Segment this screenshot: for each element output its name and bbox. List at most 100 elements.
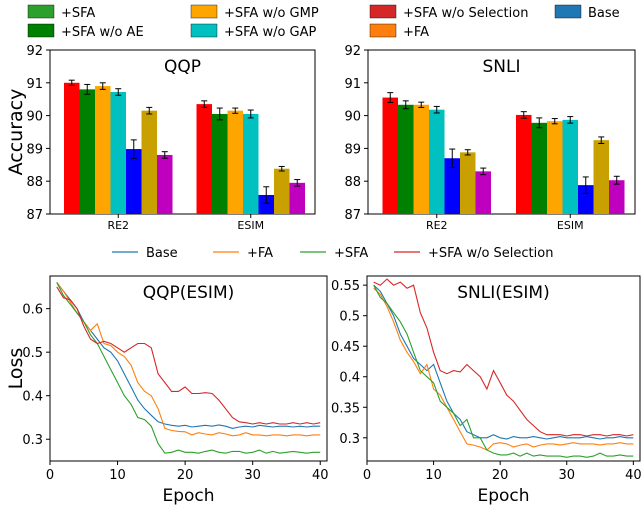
bar [157,154,173,214]
bar [562,119,578,214]
legend-label: +SFA [61,6,95,21]
x-tick-label: RE2 [107,219,129,232]
bar [79,89,95,214]
bar [95,86,111,214]
y-tick-label: 89 [26,142,43,157]
y-tick-label: 0.55 [331,279,360,294]
series-line [373,284,634,458]
plot-frame [366,275,641,462]
y-tick-label: 0.5 [22,346,43,361]
chart-title: QQP(ESIM) [143,283,235,303]
y-tick-label: 87 [344,208,361,223]
legend-label: +FA [403,25,429,40]
y-axis-label: Accuracy [5,89,27,176]
plot-frame [49,49,316,215]
bar [258,194,274,214]
bar [289,182,305,214]
bar [413,104,429,214]
bar [274,168,290,214]
legend-label: Base [588,6,620,21]
bar [429,109,445,214]
plot-frame [367,49,636,215]
chart-title: SNLI(ESIM) [457,283,549,303]
x-tick-label: 30 [558,468,575,483]
bar [141,110,157,214]
legend-swatch [190,23,218,38]
plot-frame [49,275,328,462]
bar [64,82,80,214]
x-tick-label: 20 [177,468,194,483]
bar [609,180,625,214]
y-tick-label: 0.35 [331,401,360,416]
legend-label: +SFA w/o GMP [224,6,319,21]
series-line [56,286,321,425]
y-tick-label: 87 [26,208,43,223]
series-line [56,282,321,429]
y-tick-label: 0.3 [339,432,360,447]
series-line [373,278,634,437]
bar [212,113,228,214]
x-tick-label: RE2 [426,219,448,232]
legend-label: +FA [247,246,273,261]
bar [531,122,547,214]
legend-label: +SFA w/o Selection [428,246,553,261]
bar [578,185,594,214]
y-tick-label: 0.4 [22,390,43,405]
bar [126,149,142,214]
y-tick-label: 88 [344,175,361,190]
y-tick-label: 0.3 [22,433,43,448]
bar [398,104,414,214]
legend-swatch [554,4,582,19]
bar [444,158,460,214]
legend-label: Base [146,246,178,261]
x-tick-label: ESIM [557,219,584,232]
bar [475,171,491,214]
series-line [373,284,634,440]
x-axis-label: Epoch [477,486,529,506]
x-axis-label: Epoch [162,486,214,506]
chart-title: SNLI [483,57,521,77]
series-line [56,282,321,454]
y-tick-label: 91 [26,77,43,92]
x-tick-label: 20 [492,468,509,483]
legend-swatch [27,4,55,19]
x-tick-label: ESIM [237,219,264,232]
y-tick-label: 0.4 [339,371,360,386]
legend-label: +SFA w/o AE [61,25,144,40]
y-axis-label: Loss [5,348,27,390]
x-tick-label: 0 [363,468,371,483]
y-tick-label: 88 [26,175,43,190]
bar [547,121,563,214]
x-tick-label: 30 [244,468,261,483]
legend-swatch [190,4,218,19]
chart-title: QQP [164,57,201,77]
bar [196,104,212,214]
y-tick-label: 90 [26,110,43,125]
series-line [56,282,321,437]
legend-swatch [369,23,397,38]
bar [227,110,243,214]
x-tick-label: 10 [109,468,126,483]
x-tick-label: 0 [46,468,54,483]
y-tick-label: 89 [344,142,361,157]
y-tick-label: 92 [26,44,43,59]
legend-swatch [369,4,397,19]
series-line [373,287,634,451]
x-tick-label: 40 [312,468,329,483]
legend-label: +SFA w/o GAP [224,25,317,40]
y-tick-label: 0.6 [22,303,43,318]
bar [516,114,532,214]
y-tick-label: 90 [344,110,361,125]
legend-swatch [27,23,55,38]
bar [382,97,398,214]
bar [243,113,259,214]
y-tick-label: 0.5 [339,310,360,325]
y-tick-label: 0.45 [331,340,360,355]
bar [110,91,126,214]
bar [593,140,609,214]
legend-label: +SFA [334,246,368,261]
x-tick-label: 10 [425,468,442,483]
y-tick-label: 91 [344,77,361,92]
x-tick-label: 40 [625,468,642,483]
